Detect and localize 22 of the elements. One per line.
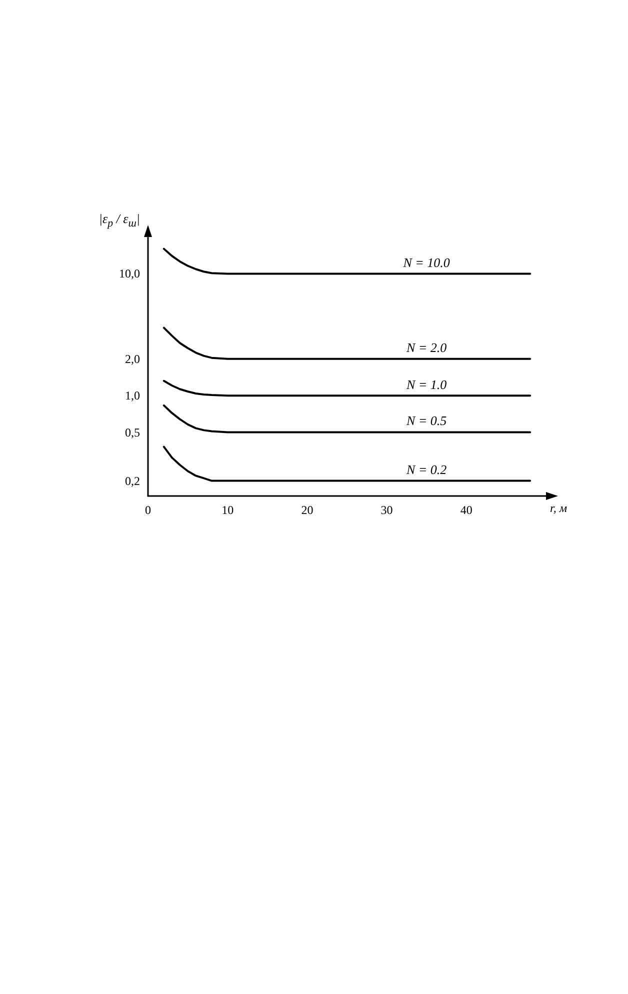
y-tick-label: 10,0	[119, 266, 140, 281]
x-tick-label: 0	[145, 503, 151, 517]
x-axis-title: r, м	[550, 501, 568, 515]
y-tick-label: 1,0	[125, 388, 140, 403]
y-axis-title: |ε$_{р}$ / ε$_{ш}$|	[98, 211, 140, 230]
y-tick-label: 0,5	[125, 425, 140, 440]
series-label: N = 0.2	[406, 462, 447, 478]
line-series	[162, 380, 532, 397]
line-series	[162, 404, 532, 434]
series-label: N = 2.0	[406, 340, 447, 356]
series-label: N = 0.5	[406, 413, 447, 430]
y-tick-label: 2,0	[125, 352, 140, 366]
line-series	[162, 326, 532, 360]
series-label: N = 1.0	[406, 376, 447, 393]
x-tick-label: 40	[460, 503, 472, 517]
series-label: N = 10.0	[403, 254, 450, 271]
line-series	[162, 248, 532, 275]
line-series	[162, 446, 532, 482]
x-tick-label: 20	[301, 503, 314, 517]
x-tick-label: 30	[380, 503, 393, 517]
x-tick-label: 10	[222, 503, 234, 517]
y-tick-label: 0,2	[125, 474, 140, 488]
